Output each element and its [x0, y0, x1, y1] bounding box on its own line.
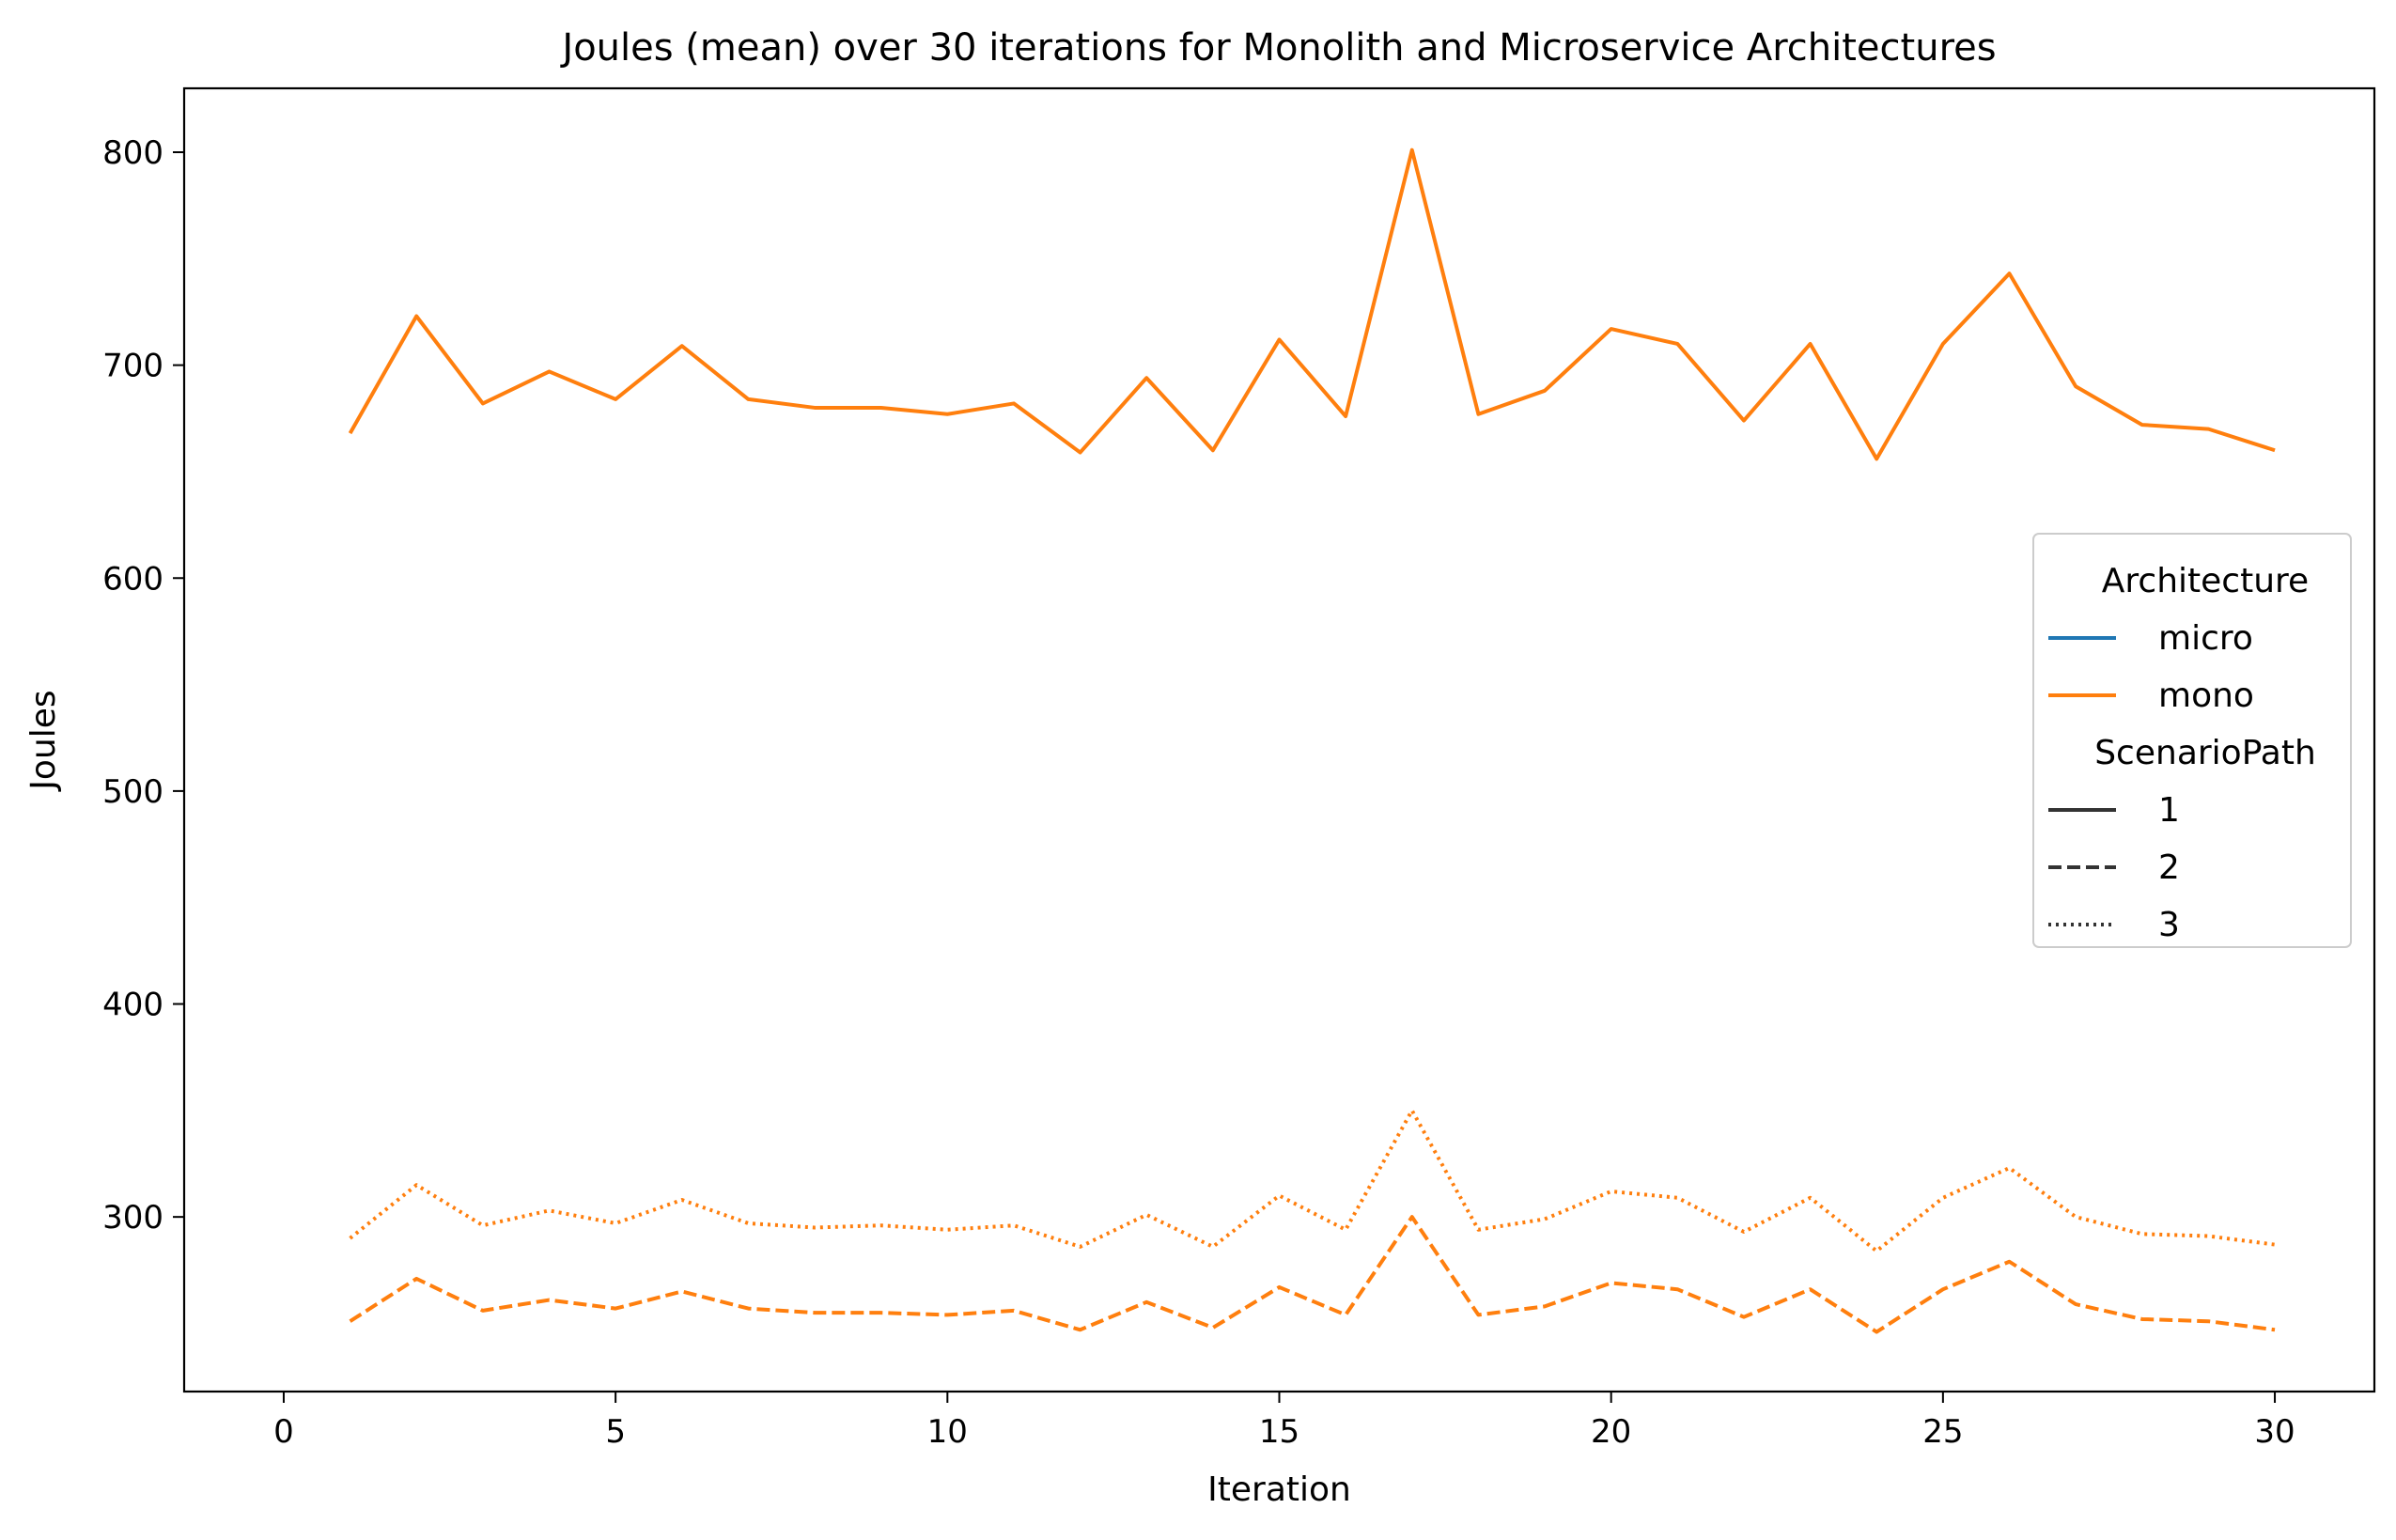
- series-line-mono-3: [349, 1108, 2276, 1253]
- y-tick-label: 700: [102, 348, 163, 385]
- legend-title-scenariopath: ScenarioPath: [2094, 734, 2316, 772]
- x-tick-label: 30: [2254, 1413, 2295, 1451]
- series-line-mono-2: [349, 1215, 2276, 1334]
- x-axis-label: Iteration: [1207, 1470, 1351, 1509]
- y-tick-label: 300: [102, 1199, 163, 1237]
- series-group: [348, 148, 2276, 1334]
- x-tick-label: 5: [605, 1413, 626, 1451]
- legend-label-scenario-2: 2: [2158, 848, 2180, 887]
- x-tick-label: 20: [1591, 1413, 1631, 1451]
- x-tick-label: 10: [927, 1413, 968, 1451]
- x-tick-label: 25: [1922, 1413, 1963, 1451]
- y-tick-label: 600: [102, 560, 163, 598]
- x-axis-ticks: 0 5 10 15 20 25 30: [273, 1392, 2295, 1451]
- legend-title-architecture: Architecture: [2102, 562, 2309, 600]
- x-tick-label: 0: [273, 1413, 294, 1451]
- chart-title: Joules (mean) over 30 iterations for Mon…: [559, 26, 1996, 70]
- y-axis-ticks: 300 400 500 600 700 800: [102, 134, 184, 1237]
- y-tick-label: 800: [102, 134, 163, 172]
- y-tick-label: 500: [102, 773, 163, 811]
- legend-label-mono: mono: [2158, 677, 2254, 715]
- y-axis-label: Joules: [24, 690, 63, 791]
- series-line-mono-1: [348, 148, 2276, 461]
- legend-label-scenario-1: 1: [2158, 791, 2180, 830]
- legend-label-micro: micro: [2158, 619, 2253, 658]
- y-tick-label: 400: [102, 987, 163, 1024]
- x-tick-label: 15: [1259, 1413, 1299, 1451]
- legend-label-scenario-3: 3: [2158, 906, 2180, 944]
- legend: Architecture micro mono ScenarioPath 1 2 3: [2032, 533, 2352, 948]
